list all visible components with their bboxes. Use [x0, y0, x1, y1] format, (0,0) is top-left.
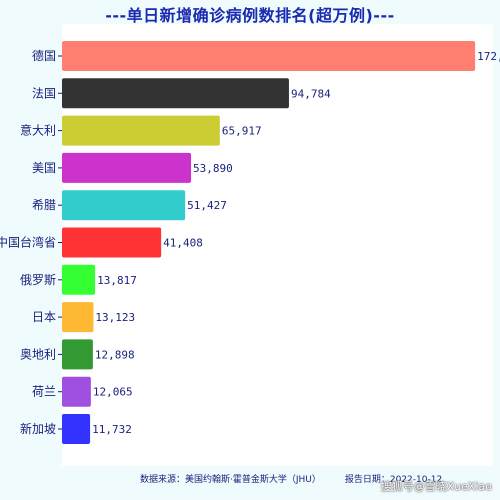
value-label: 13,123 — [95, 311, 135, 324]
watermark-text: 搜狐号@雪晓XueXiao — [380, 480, 492, 493]
bar-3 — [62, 152, 192, 183]
value-label: 12,065 — [93, 386, 133, 399]
chart-title: ---单日新增确诊病例数排名(超万例)--- — [105, 6, 395, 25]
value-label: 12,898 — [95, 348, 135, 361]
bar-1 — [62, 78, 289, 109]
category-label: 日本 — [32, 310, 56, 324]
chart-footer: 数据来源：美国约翰斯·霍普金斯大学（JHU） 报告日期：2022-10-12 — [140, 472, 442, 485]
category-label: 意大利 — [20, 123, 56, 138]
bar-4 — [62, 190, 186, 221]
category-label: 奥地利 — [20, 347, 56, 361]
bar-0 — [62, 41, 476, 71]
bar-8 — [62, 339, 93, 370]
bar-2 — [62, 115, 220, 146]
value-label: 53,890 — [193, 162, 233, 175]
report-date-text: 报告日期：2022-10-12 — [344, 475, 443, 485]
value-label: 65,917 — [222, 125, 262, 138]
value-label: 94,784 — [291, 87, 331, 100]
bar-6 — [62, 264, 96, 295]
value-label: 11,732 — [92, 423, 132, 436]
category-label: 德国 — [32, 48, 56, 63]
data-source-text: 数据来源：美国约翰斯·霍普金斯大学（JHU） — [140, 475, 321, 485]
bar-10 — [62, 414, 91, 444]
category-label: 新加坡 — [20, 421, 56, 436]
bar-7 — [62, 302, 94, 333]
bar-9 — [62, 376, 91, 407]
category-label: 希腊 — [32, 197, 56, 212]
value-label: 13,817 — [97, 274, 137, 287]
category-label: 荷兰 — [32, 385, 56, 399]
bar-5 — [62, 227, 162, 258]
category-label: 中国台湾省 — [0, 235, 56, 250]
value-label: 41,408 — [163, 237, 203, 250]
value-label: 51,427 — [187, 199, 227, 212]
category-label: 法国 — [32, 86, 56, 100]
category-label: 俄罗斯 — [20, 273, 56, 287]
value-label: 172,536 — [477, 50, 500, 63]
category-label: 美国 — [32, 161, 56, 175]
